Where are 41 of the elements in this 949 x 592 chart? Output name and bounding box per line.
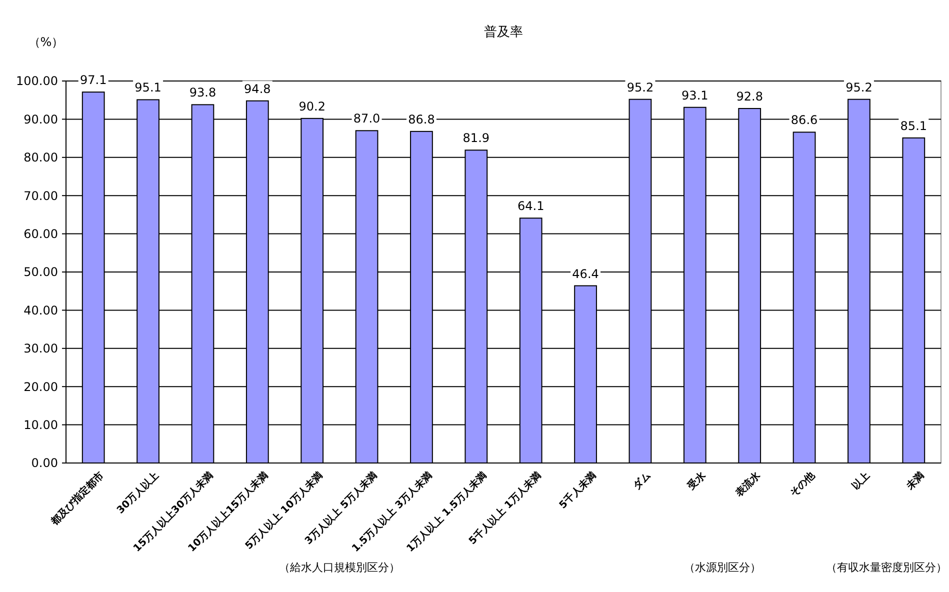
y-tick-label: 10.00 (24, 418, 58, 432)
data-label: 93.8 (189, 86, 216, 100)
data-label: 86.6 (790, 113, 818, 128)
x-tick-label: 5千人未満 (556, 470, 599, 512)
data-label: 95.2 (626, 80, 654, 94)
y-tick-label: 100.00 (16, 74, 58, 88)
y-tick-label: 0.00 (31, 456, 58, 470)
y-tick-label: 40.00 (24, 303, 58, 318)
data-label: 90.2 (298, 99, 326, 114)
y-tick-label: 90.00 (24, 112, 58, 126)
data-label: 64.1 (517, 199, 544, 214)
x-tick-label: その他 (788, 468, 818, 500)
y-axis-title: （%） (28, 35, 64, 49)
data-label: 85.1 (900, 118, 928, 133)
text: （給水人口規模別区分） (278, 561, 400, 574)
data-label: 93.1 (682, 88, 708, 102)
x-tick-label: ダム (630, 470, 654, 492)
x-tick-label: 30万人以上 (114, 470, 162, 516)
data-label: 81.9 (462, 131, 490, 146)
data-label: 95.1 (134, 80, 162, 95)
data-label: 86.8 (408, 112, 435, 126)
data-label: 46.4 (572, 266, 599, 281)
y-tick-label: 70.00 (24, 188, 58, 203)
y-tick-label: 20.00 (24, 380, 58, 394)
x-tick-label: 以上 (849, 470, 872, 492)
x-tick-label: 未満 (903, 470, 927, 493)
x-tick-label: 都及び指定都市 (48, 470, 106, 528)
y-tick-label: 30.00 (24, 342, 58, 356)
text: （有収水量密度別区分） (826, 561, 947, 574)
y-tick-label: 50.00 (24, 265, 58, 280)
data-label: 97.1 (80, 73, 107, 88)
data-label: 92.8 (736, 90, 763, 104)
x-tick-label: 表流水 (732, 468, 764, 500)
x-tick-label: 受水 (684, 468, 709, 493)
data-label: 87.0 (353, 112, 380, 126)
y-tick-label: 80.00 (24, 150, 58, 165)
chart-title: 普及率 (484, 24, 523, 40)
data-label: 95.2 (846, 80, 872, 94)
data-label: 94.8 (244, 82, 271, 96)
text: （水源別区分） (684, 561, 761, 574)
y-tick-label: 60.00 (24, 227, 58, 241)
